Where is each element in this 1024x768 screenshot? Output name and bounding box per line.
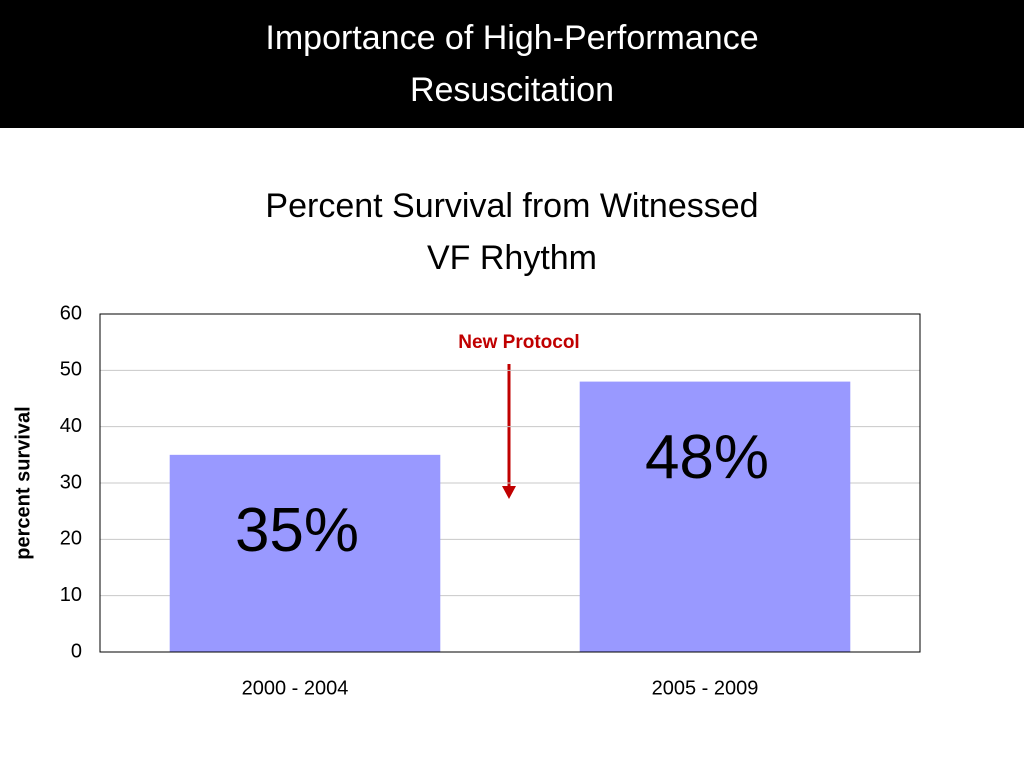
y-tick-label: 0 bbox=[71, 640, 82, 662]
bar bbox=[579, 381, 851, 652]
y-axis-label: percent survival bbox=[12, 406, 34, 559]
y-tick-label: 50 bbox=[60, 359, 82, 381]
arrow-head bbox=[502, 486, 516, 499]
x-tick-label: 2000 - 2004 bbox=[242, 677, 349, 699]
header: Importance of High-Performance Resuscita… bbox=[0, 0, 1024, 128]
y-tick-label: 20 bbox=[60, 528, 82, 550]
annotation: New Protocol bbox=[458, 332, 579, 353]
chart-title: Percent Survival from Witnessed VF Rhyth… bbox=[265, 187, 759, 277]
y-tick-label: 40 bbox=[60, 415, 82, 437]
y-tick-label: 30 bbox=[60, 471, 82, 493]
y-tick-label: 60 bbox=[60, 302, 82, 324]
plot-frame bbox=[99, 313, 921, 653]
data-label: 35% bbox=[235, 496, 359, 565]
slide-title: Importance of High-Performance Resuscita… bbox=[265, 19, 759, 109]
y-tick-label: 10 bbox=[60, 584, 82, 606]
bar bbox=[169, 454, 441, 652]
x-tick-label: 2005 - 2009 bbox=[652, 677, 759, 699]
data-label: 48% bbox=[645, 423, 769, 492]
